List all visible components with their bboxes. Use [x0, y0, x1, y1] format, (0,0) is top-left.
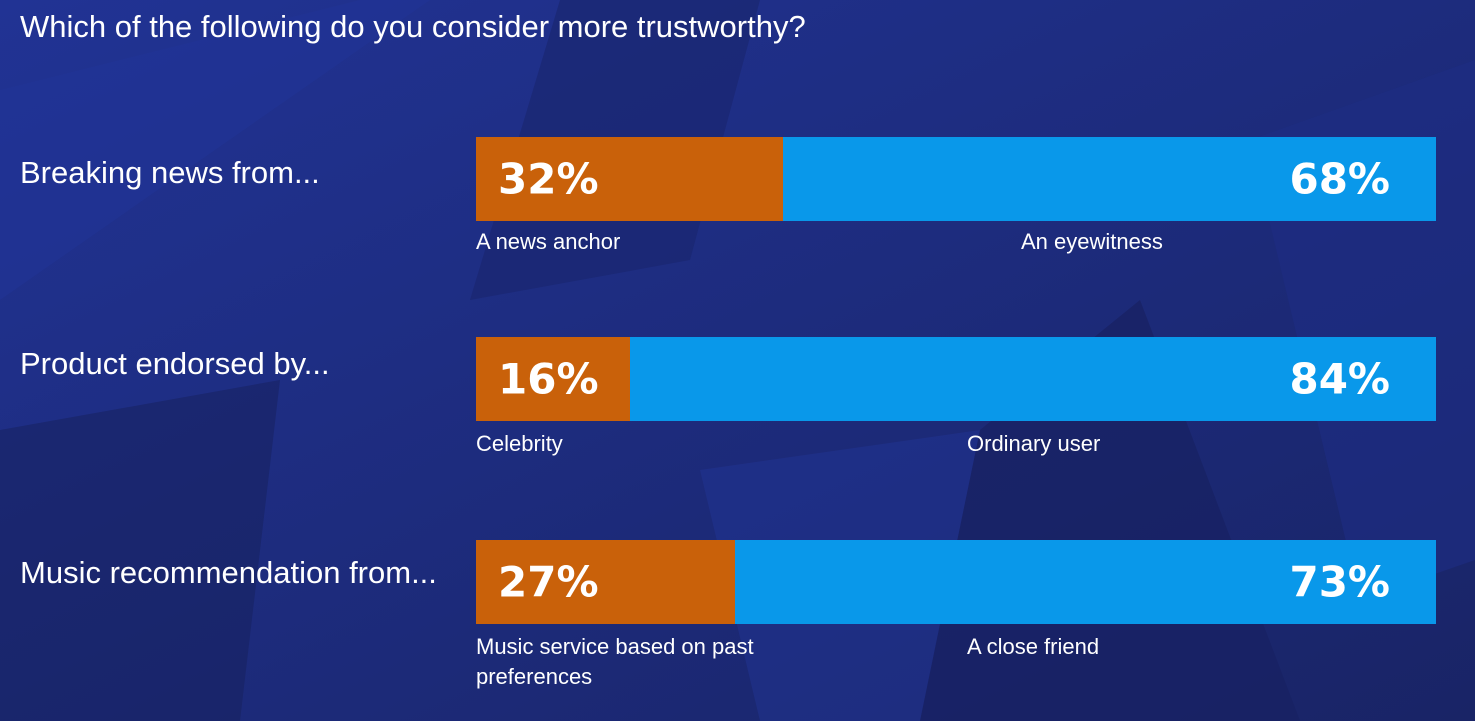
row-label: Music recommendation from... [20, 555, 437, 590]
value-label: 16% [498, 354, 599, 404]
option-label-second: Ordinary user [967, 431, 1101, 456]
row-label: Breaking news from... [20, 155, 320, 190]
value-label: 68% [1289, 154, 1390, 204]
bar-segment-second-option: 84% [629, 337, 1436, 421]
stacked-bar: 27% 73% [476, 540, 1436, 624]
bar-segment-first-option: 27% [476, 540, 736, 624]
bar-segment-first-option: 16% [476, 337, 630, 421]
bar-segment-second-option: 68% [783, 137, 1436, 221]
chart-title: Which of the following do you consider m… [20, 9, 806, 44]
value-label: 73% [1289, 557, 1390, 607]
bar-segment-first-option: 32% [476, 137, 784, 221]
row-label: Product endorsed by... [20, 346, 330, 381]
value-label: 32% [498, 154, 599, 204]
value-label: 27% [498, 557, 599, 607]
row-product-endorsed: Product endorsed by... 16% 84% Celebrity… [0, 331, 1475, 491]
bar-segment-second-option: 73% [735, 540, 1436, 624]
option-label-second: An eyewitness [1021, 229, 1163, 254]
row-music-recommendation: Music recommendation from... 27% 73% Mus… [0, 532, 1475, 692]
option-label-first: Celebrity [476, 431, 563, 456]
option-label-first: A news anchor [476, 229, 621, 254]
value-label: 84% [1289, 354, 1390, 404]
option-label-second: A close friend [967, 634, 1100, 659]
stacked-bar: 16% 84% [476, 337, 1436, 421]
option-label-first: Music service based on past preferences [476, 634, 754, 689]
stacked-bar: 32% 68% [476, 137, 1436, 221]
row-breaking-news: Breaking news from... 32% 68% A news anc… [0, 130, 1475, 290]
